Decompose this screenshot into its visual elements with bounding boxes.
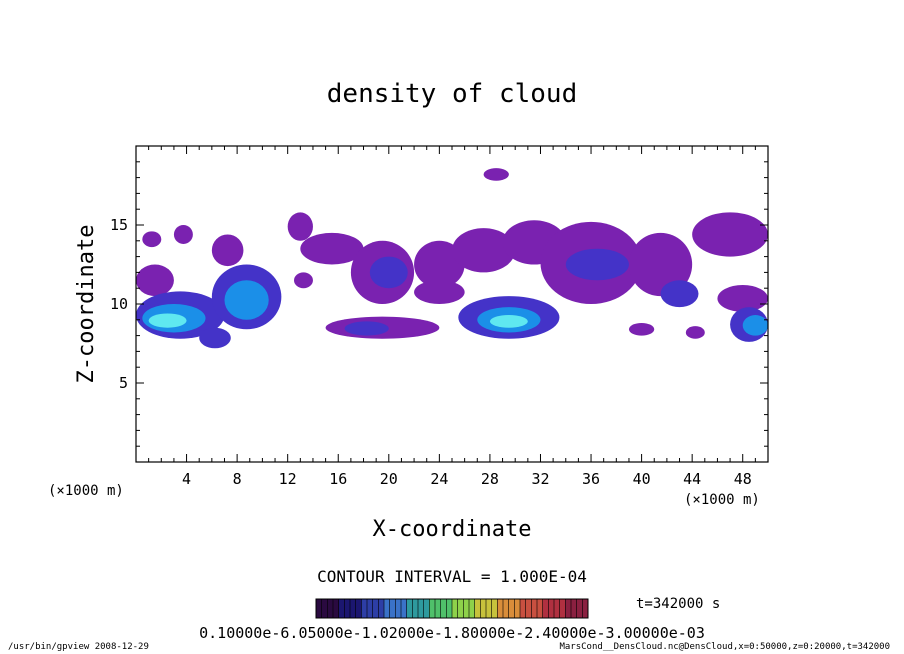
- footer-right: MarsCond__DensCloud.nc@DensCloud,x=0:500…: [559, 642, 890, 652]
- x-tick-label: 8: [233, 470, 242, 488]
- density-region-34: [489, 315, 528, 328]
- y-axis-label: Z-coordinate: [74, 225, 99, 384]
- x-tick-label: 36: [582, 470, 600, 488]
- y-tick-label: 5: [119, 374, 128, 392]
- x-unit-right: (×1000 m): [684, 492, 760, 508]
- x-tick-label: 12: [279, 470, 297, 488]
- density-region-8: [414, 240, 465, 289]
- density-region-5: [300, 232, 364, 265]
- cloud-density-field: [136, 168, 768, 349]
- density-region-26: [344, 321, 389, 336]
- x-tick-label: 28: [481, 470, 499, 488]
- x-tick-label: 20: [380, 470, 398, 488]
- density-region-13: [628, 232, 693, 297]
- density-region-9: [452, 228, 516, 273]
- density-region-14: [692, 212, 768, 257]
- x-tick-label: 40: [633, 470, 651, 488]
- y-tick-label: 15: [110, 216, 128, 234]
- x-tick-label: 24: [430, 470, 448, 488]
- density-region-30: [224, 280, 269, 320]
- density-region-18: [685, 326, 705, 339]
- density-region-32: [742, 315, 768, 336]
- colorbar-tick-labels: 0.10000e-6.05000e-1.02000e-1.80000e-2.40…: [199, 624, 705, 642]
- colorbar: [315, 599, 589, 618]
- time-label: t=342000 s: [636, 596, 720, 612]
- x-axis-label: X-coordinate: [373, 517, 532, 542]
- density-region-21: [199, 327, 231, 349]
- x-tick-label: 16: [329, 470, 347, 488]
- density-region-15: [414, 280, 465, 304]
- y-tick-label: 10: [110, 295, 128, 313]
- x-tick-label: 48: [734, 470, 752, 488]
- density-region-7: [294, 272, 313, 289]
- density-region-33: [148, 313, 187, 328]
- footer-left: /usr/bin/gpview 2008-12-29: [8, 642, 149, 652]
- chart-title: density of cloud: [327, 79, 577, 109]
- density-region-10: [483, 168, 509, 181]
- density-region-19: [628, 322, 655, 336]
- density-region-2: [211, 234, 244, 267]
- density-region-25: [660, 280, 699, 308]
- x-unit-left: (×1000 m): [48, 483, 124, 499]
- x-tick-label: 4: [182, 470, 191, 488]
- colorbar-frame: [315, 598, 589, 619]
- density-region-4: [287, 212, 313, 241]
- density-region-3: [136, 264, 174, 297]
- density-region-17: [717, 285, 768, 312]
- contour-interval-label: CONTOUR INTERVAL = 1.000E-04: [317, 567, 587, 586]
- density-region-23: [369, 256, 408, 289]
- x-tick-label: 32: [531, 470, 549, 488]
- density-region-0: [142, 231, 162, 248]
- density-region-1: [173, 225, 193, 244]
- x-tick-label: 44: [683, 470, 701, 488]
- density-region-24: [565, 248, 629, 281]
